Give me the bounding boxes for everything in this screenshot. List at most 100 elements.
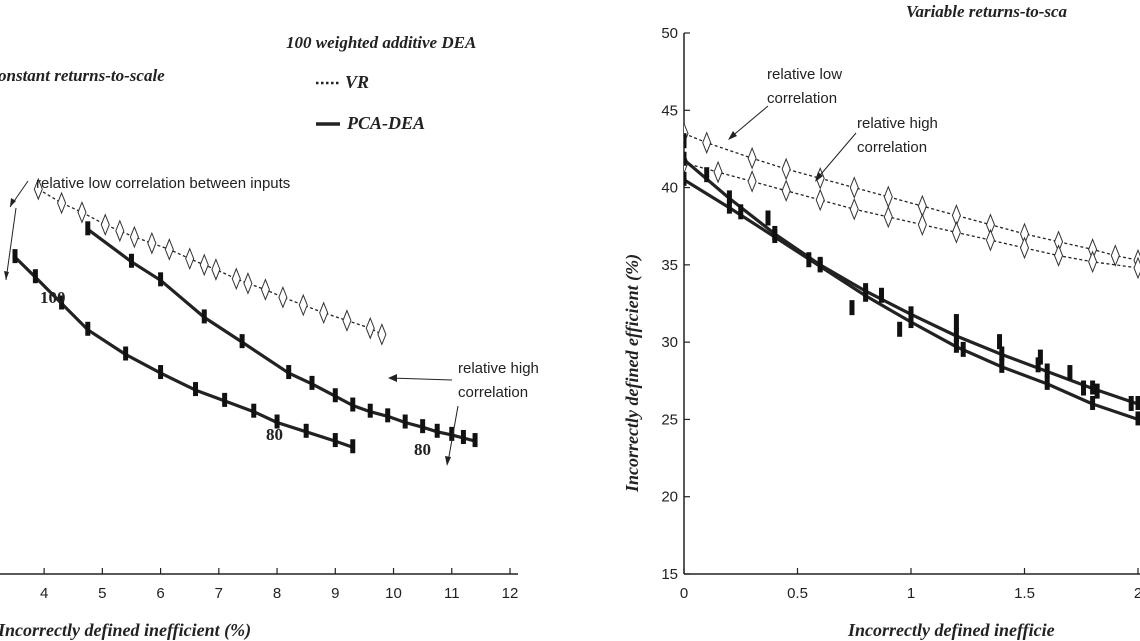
data-point-diamond [243, 272, 253, 295]
data-point-bar [193, 382, 199, 397]
arrow-low-correlation-2 [5, 207, 17, 281]
data-point-bar [960, 341, 966, 357]
x-tick-label: 1 [907, 585, 915, 602]
data-point-bar [1135, 395, 1140, 410]
data-point-diamond [185, 247, 195, 271]
legend: 100 weighted additive DEA VR PCA-DEA [286, 33, 476, 133]
data-point-diamond [1133, 256, 1140, 280]
data-point-bar [1035, 357, 1041, 373]
data-point-diamond [115, 219, 125, 243]
data-point-diamond [883, 185, 893, 209]
data-point-bar [684, 133, 687, 149]
data-point-bar [123, 346, 129, 361]
data-point-bar [350, 439, 356, 454]
data-point-bar [1128, 395, 1134, 411]
data-point-bar [303, 423, 309, 438]
y-tick-label: 15 [661, 566, 678, 583]
x-tick-label: 8 [273, 585, 281, 602]
right-y-axis-label: Incorrectly defined efficient (%) [622, 254, 643, 493]
x-tick-label: 12 [502, 585, 519, 602]
left-x-ticks: 4 5 6 7 8 9 10 11 12 [40, 568, 518, 602]
data-point-diamond [211, 258, 221, 281]
data-point-diamond [100, 213, 110, 237]
data-point-bar [350, 397, 356, 412]
data-point-diamond [278, 285, 288, 309]
arrow-right-high [815, 132, 857, 181]
data-point-diamond [985, 228, 995, 252]
data-point-bar [1081, 380, 1087, 396]
arrow-head-high-correlation-2 [445, 456, 451, 466]
left-series-layer [12, 177, 478, 454]
x-tick-label: 4 [40, 585, 48, 602]
data-point-bar [158, 272, 164, 287]
left-panel-title: onstant returns-to-scale [0, 66, 165, 85]
data-point-diamond [702, 131, 712, 155]
data-point-diamond [747, 146, 757, 170]
data-point-bar [1044, 363, 1050, 378]
data-point-diamond [781, 179, 791, 203]
data-point-bar [863, 287, 869, 302]
right-y-ticks: 15 20 25 30 35 40 45 50 [661, 25, 690, 583]
data-point-bar [32, 269, 38, 284]
x-tick-label: 1.5 [1014, 585, 1035, 602]
data-point-bar [908, 314, 914, 329]
data-point-bar [222, 392, 228, 407]
data-point-bar [128, 253, 134, 268]
label-80-lower: 80 [266, 425, 283, 444]
data-point-bar [85, 321, 91, 336]
data-point-bar [878, 287, 884, 303]
data-point-bar [953, 327, 959, 342]
arrow-high-correlation [389, 377, 453, 381]
data-point-bar [367, 403, 373, 418]
x-tick-label: 11 [444, 585, 460, 602]
annotation-right-high-1: relative high [857, 115, 938, 132]
data-point-diamond [129, 225, 139, 249]
data-point-bar [1067, 365, 1073, 381]
annotation-right-high-2: correlation [857, 139, 927, 156]
data-point-bar [332, 433, 338, 448]
right-series-layer [684, 122, 1140, 426]
data-point-bar [12, 249, 18, 264]
data-point-diamond [260, 278, 270, 301]
arrow-high-correlation-2 [447, 405, 459, 463]
data-point-bar [274, 414, 280, 429]
data-point-bar [402, 414, 408, 429]
x-tick-label: 10 [385, 585, 402, 602]
data-point-bar [158, 365, 164, 380]
x-tick-label: 7 [215, 585, 223, 602]
x-tick-label: 9 [331, 585, 339, 602]
data-point-diamond [1110, 244, 1120, 267]
data-point-diamond [164, 238, 174, 261]
legend-label-vr: VR [345, 72, 369, 92]
data-point-diamond [1088, 250, 1098, 274]
data-point-diamond [1054, 244, 1064, 267]
data-point-diamond [815, 188, 825, 212]
data-point-diamond [849, 197, 859, 221]
series-line-0-2 [13, 255, 354, 449]
y-tick-label: 25 [661, 411, 678, 428]
data-point-diamond [1019, 236, 1030, 260]
y-tick-label: 40 [661, 180, 678, 197]
arrow-right-low [729, 105, 769, 139]
right-x-axis-label: Incorrectly defined inefficie [847, 620, 1055, 640]
series-line-0-0 [37, 188, 383, 335]
data-point-diamond [147, 231, 157, 255]
legend-title: 100 weighted additive DEA [286, 33, 476, 52]
x-tick-label: 0.5 [787, 585, 808, 602]
arrow-head-high-correlation [388, 374, 397, 382]
y-tick-label: 50 [661, 25, 678, 42]
annotation-right-low-2: correlation [767, 90, 837, 107]
y-tick-label: 30 [661, 334, 678, 351]
data-point-bar [1037, 349, 1043, 365]
annotation-right-low-1: relative low [767, 66, 842, 83]
data-point-diamond [231, 267, 241, 291]
annotation-low-correlation: relative low correlation between inputs [36, 175, 290, 192]
data-point-diamond [849, 176, 859, 199]
data-point-bar [726, 190, 732, 205]
data-point-diamond [917, 194, 927, 218]
data-point-diamond [319, 301, 329, 325]
data-point-bar [999, 358, 1005, 373]
data-point-bar [472, 433, 478, 448]
data-point-bar [239, 334, 245, 349]
